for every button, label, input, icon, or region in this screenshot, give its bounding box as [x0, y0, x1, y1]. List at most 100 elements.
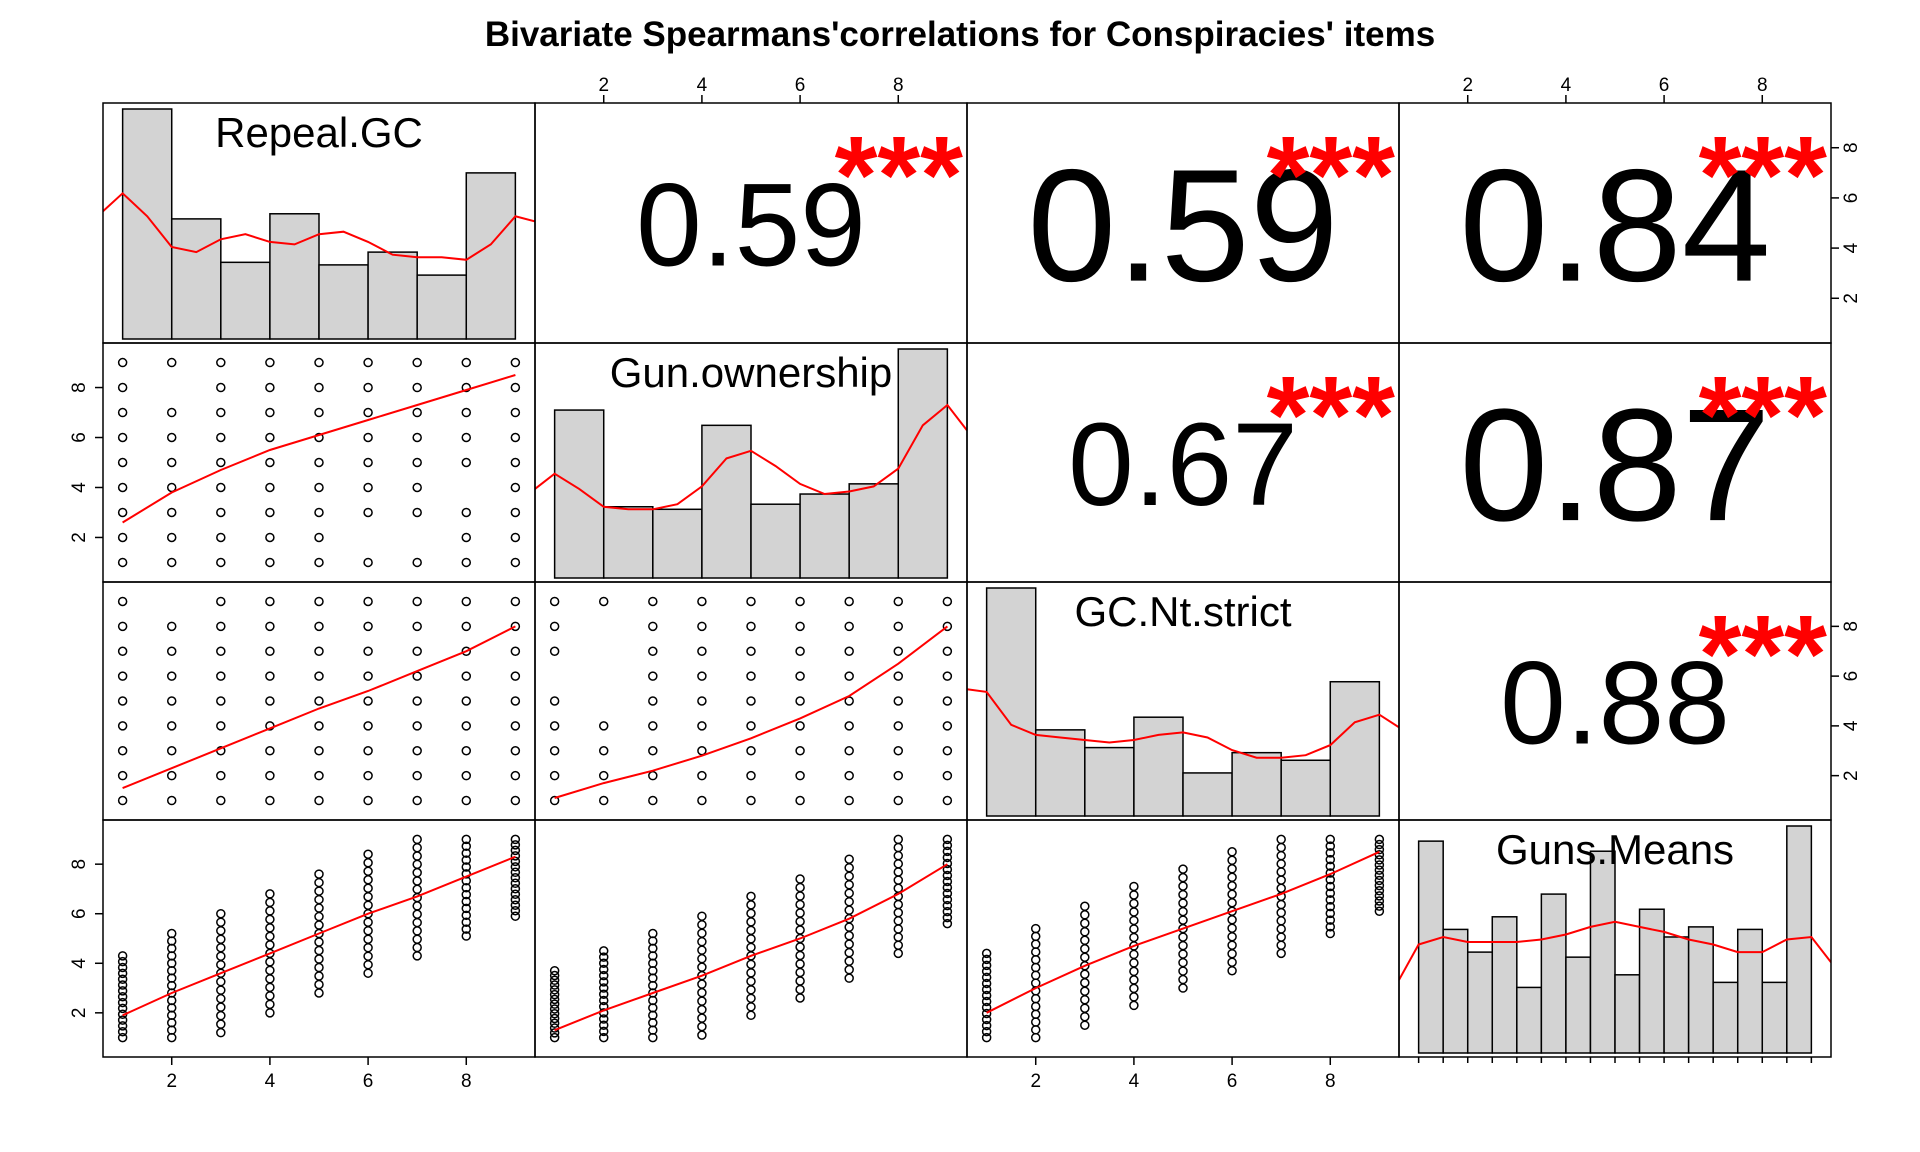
scatter-point	[598, 795, 609, 806]
histogram-bar	[848, 483, 900, 579]
scatter-point	[265, 897, 275, 908]
histogram-bar	[170, 218, 222, 340]
scatter-point	[942, 795, 953, 806]
scatter-point	[942, 900, 953, 911]
histogram-bar	[1761, 981, 1788, 1054]
smooth-line	[122, 855, 516, 1017]
smooth-line	[122, 374, 516, 524]
scatter-point	[1325, 895, 1336, 905]
scatter-point	[1276, 850, 1286, 861]
scatter-point	[216, 908, 226, 919]
scatter-point	[1227, 957, 1237, 967]
scatter-point	[412, 901, 422, 911]
scatter-point	[746, 934, 756, 944]
scatter-point	[314, 557, 324, 568]
smooth-line	[122, 625, 516, 790]
scatter-point	[598, 995, 609, 1006]
scatter-point	[598, 977, 609, 987]
scatter-point	[1374, 885, 1385, 896]
scatter-point	[412, 834, 422, 845]
scatter-point	[746, 968, 756, 978]
histogram-bar	[1712, 981, 1739, 1054]
scatter-point	[117, 795, 128, 806]
scatter-point	[795, 959, 805, 969]
scatter-point	[942, 671, 953, 681]
scatter-point	[1227, 872, 1237, 883]
scatter-point	[1080, 994, 1090, 1005]
scatter-point	[363, 866, 373, 876]
scatter-point	[981, 954, 992, 965]
scatter-point	[1325, 874, 1336, 885]
scatter-point	[265, 407, 275, 418]
scatter-point	[166, 457, 177, 468]
scatter-point	[893, 795, 904, 806]
scatter-point	[166, 532, 177, 543]
scatter-point	[265, 889, 275, 899]
correlation-value: 0.88	[1500, 637, 1730, 769]
tick-label: 2	[598, 75, 609, 96]
variable-label: Guns.Means	[1496, 826, 1734, 873]
scatter-point	[314, 920, 324, 930]
tick-label: 4	[1561, 75, 1572, 96]
scatter-point	[412, 507, 422, 518]
scatter-point	[314, 532, 324, 543]
scatter-point	[117, 974, 128, 984]
scatter-point	[461, 869, 472, 879]
scatter-point	[942, 840, 953, 851]
scatter-point	[363, 770, 373, 781]
scatter-point	[1325, 834, 1336, 845]
scatter-point	[461, 862, 472, 872]
scatter-point	[746, 900, 756, 910]
scatter-point	[1129, 915, 1139, 926]
scatter-point	[1374, 855, 1385, 865]
scatter-point	[461, 382, 472, 393]
density-curve	[967, 688, 1399, 759]
scatter-point	[648, 596, 658, 607]
scatter-point	[697, 987, 707, 998]
scatter-point	[697, 596, 707, 607]
scatter-point	[117, 1021, 128, 1031]
scatter-point	[510, 482, 521, 493]
scatter-point	[117, 507, 128, 518]
scatter-point	[549, 1008, 560, 1019]
scatter-point	[461, 855, 472, 865]
scatter-point	[1178, 940, 1188, 951]
scatter-point	[216, 721, 226, 731]
scatter-point	[942, 834, 953, 845]
scatter-point	[1129, 992, 1139, 1002]
scatter-point	[510, 746, 521, 756]
scatter-point	[942, 864, 953, 875]
scatter-point	[166, 621, 177, 632]
scatter-point	[461, 557, 472, 568]
scatter-point	[363, 646, 373, 656]
scatter-point	[549, 596, 560, 607]
scatter-point	[461, 917, 472, 927]
scatter-point	[746, 959, 756, 970]
scatter-point	[1030, 939, 1041, 949]
scatter-panel	[549, 596, 953, 806]
scatter-point	[216, 532, 226, 543]
scatter-point	[844, 964, 854, 975]
scatter-point	[1276, 867, 1286, 877]
scatter-point	[1080, 910, 1090, 920]
smooth-line	[554, 625, 949, 799]
scatter-point	[1030, 1025, 1041, 1035]
scatter-point	[166, 557, 177, 568]
histogram-bar	[602, 506, 654, 579]
scatter-point	[314, 671, 324, 681]
scatter-point	[697, 911, 707, 921]
scatter-point	[942, 721, 953, 731]
scatter-point	[265, 991, 275, 1001]
scatter-point	[216, 993, 226, 1004]
scatter-point	[746, 891, 756, 902]
histogram-bar	[416, 274, 468, 340]
tick-label: 8	[69, 382, 90, 393]
scatter-point	[549, 795, 560, 806]
scatter-point	[1325, 841, 1336, 851]
scatter-point	[461, 795, 472, 806]
scatter-point	[166, 357, 177, 368]
scatter-point	[844, 746, 854, 756]
histogram-bar	[220, 261, 271, 340]
scatter-point	[461, 357, 472, 368]
tick-label: 4	[697, 75, 708, 96]
